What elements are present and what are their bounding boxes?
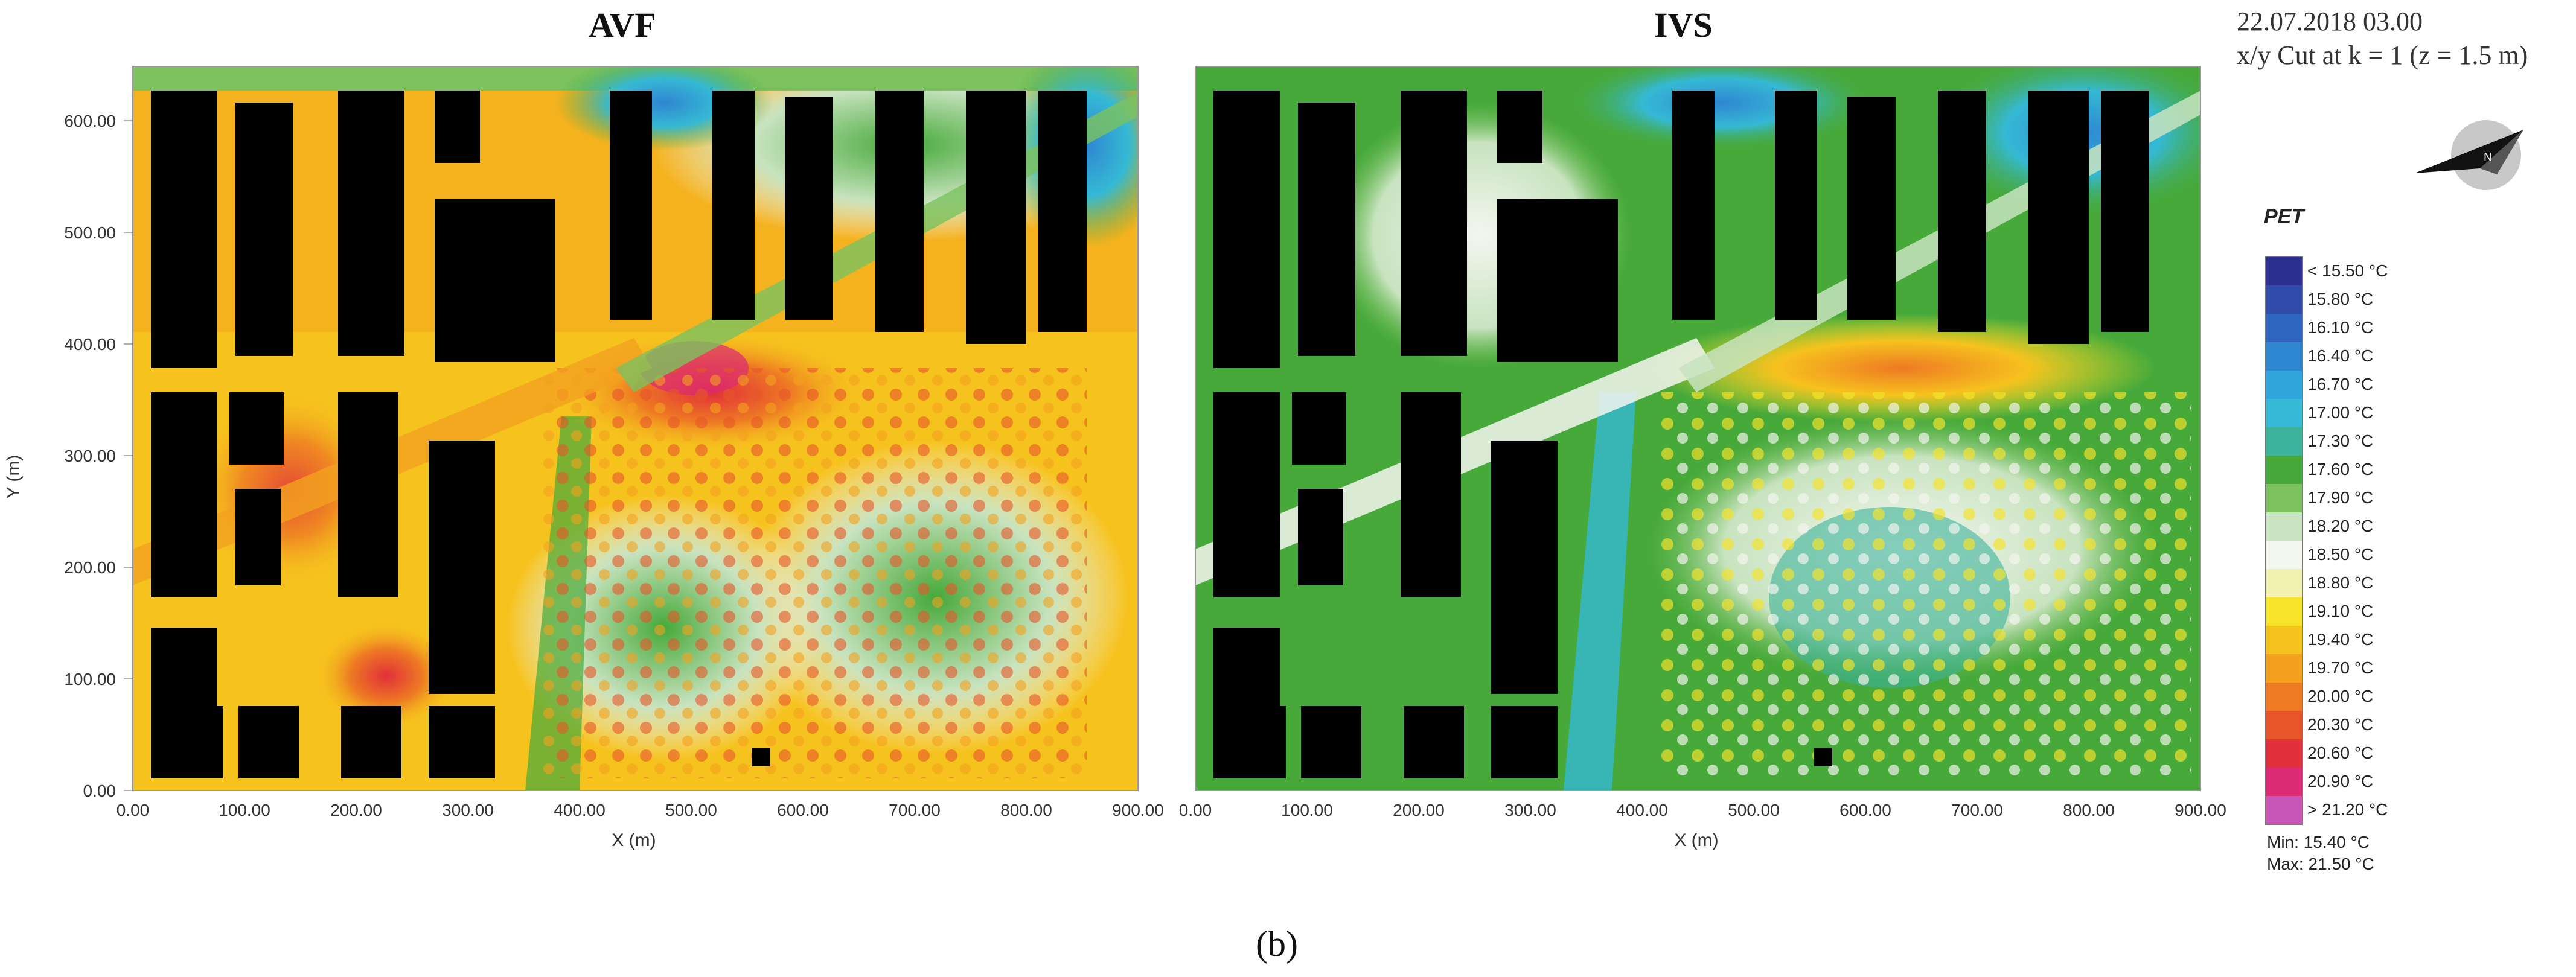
avf-y-tick: 400.00 — [64, 335, 116, 354]
avf-y-tick: 300.00 — [64, 447, 116, 465]
legend-entry-label: 18.20 °C — [2307, 516, 2374, 535]
figure-caption: (b) — [1256, 924, 1298, 964]
cut-label: x/y Cut at k = 1 (z = 1.5 m) — [2237, 40, 2528, 70]
legend-entry-label: > 21.20 °C — [2307, 800, 2388, 819]
legend-entry-label: 20.30 °C — [2307, 714, 2374, 734]
avf-x-tick: 700.00 — [889, 801, 941, 819]
datetime-label: 22.07.2018 03.00 — [2237, 7, 2423, 36]
avf-x-tick: 400.00 — [554, 801, 606, 819]
ivs-x-tick: 600.00 — [1839, 801, 1891, 819]
avf-x-axis: 0.00 100.00 200.00 300.00 400.00 500.00 … — [117, 801, 1164, 850]
legend-min: Min: 15.40 °C — [2267, 833, 2370, 851]
legend-swatch — [2266, 371, 2302, 399]
ivs-x-tick: 400.00 — [1616, 801, 1668, 819]
legend-entry-label: 15.80 °C — [2307, 289, 2374, 308]
avf-x-tick: 0.00 — [117, 801, 150, 819]
legend-swatch — [2266, 626, 2302, 654]
legend-entry-label: 18.50 °C — [2307, 544, 2374, 564]
legend-entry-label: 20.60 °C — [2307, 743, 2374, 762]
legend-entry-label: 20.00 °C — [2307, 686, 2374, 705]
legend-swatch — [2266, 541, 2302, 569]
ivs-x-tick: 200.00 — [1393, 801, 1445, 819]
legend-title: PET — [2264, 205, 2304, 228]
avf-x-tick: 100.00 — [219, 801, 270, 819]
legend-swatch — [2266, 768, 2302, 796]
north-arrow-icon: N — [2415, 120, 2523, 190]
avf-y-label: Y (m) — [4, 455, 24, 499]
legend-max: Max: 21.50 °C — [2267, 854, 2374, 873]
ivs-x-axis: 0.00 100.00 200.00 300.00 400.00 500.00 … — [1179, 801, 2226, 850]
legend-swatch — [2266, 342, 2302, 371]
legend-entry-label: 19.70 °C — [2307, 658, 2374, 677]
legend-swatch — [2266, 569, 2302, 597]
avf-x-tick: 900.00 — [1112, 801, 1164, 819]
ivs-x-tick: 800.00 — [2063, 801, 2115, 819]
avf-x-tick: 800.00 — [1000, 801, 1052, 819]
ivs-plot: 0.00 100.00 200.00 300.00 400.00 500.00 … — [1179, 66, 2226, 850]
ivs-x-label: X (m) — [1674, 830, 1718, 850]
legend-swatch — [2266, 683, 2302, 711]
ivs-x-tick: 0.00 — [1179, 801, 1212, 819]
legend-swatch — [2266, 484, 2302, 512]
chart-title-ivs: IVS — [1654, 5, 1713, 45]
ivs-x-tick: 300.00 — [1504, 801, 1556, 819]
legend-swatch — [2266, 257, 2302, 285]
legend-entry-label: < 15.50 °C — [2307, 261, 2388, 280]
ivs-x-tick: 700.00 — [1951, 801, 2003, 819]
ivs-x-tick: 100.00 — [1281, 801, 1333, 819]
legend-swatch — [2266, 399, 2302, 427]
avf-x-tick: 600.00 — [777, 801, 829, 819]
avf-x-label: X (m) — [612, 830, 656, 850]
ivs-x-tick: 900.00 — [2175, 801, 2226, 819]
legend-swatch — [2266, 427, 2302, 456]
legend-entry-label: 19.40 °C — [2307, 629, 2374, 649]
legend-swatch — [2266, 739, 2302, 768]
legend-swatch — [2266, 456, 2302, 484]
legend-entry-label: 19.10 °C — [2307, 601, 2374, 620]
legend-swatch — [2266, 711, 2302, 739]
avf-x-tick: 300.00 — [442, 801, 494, 819]
legend-entry-label: 20.90 °C — [2307, 771, 2374, 791]
avf-y-tick: 100.00 — [64, 670, 116, 689]
legend-swatch — [2266, 597, 2302, 626]
avf-y-tick: 200.00 — [64, 558, 116, 577]
legend-swatch — [2266, 512, 2302, 541]
avf-y-tick: 0.00 — [83, 781, 117, 800]
legend-entry-label: 18.80 °C — [2307, 573, 2374, 592]
north-label: N — [2484, 151, 2492, 164]
legend-entry-label: 16.40 °C — [2307, 346, 2374, 365]
legend-entry-label: 16.70 °C — [2307, 374, 2374, 393]
legend-entry-label: 17.30 °C — [2307, 431, 2374, 450]
legend-entry-label: 17.00 °C — [2307, 403, 2374, 422]
legend-colorbar — [2265, 256, 2303, 825]
avf-x-tick: 200.00 — [330, 801, 382, 819]
legend-swatch — [2266, 285, 2302, 314]
ivs-x-tick: 500.00 — [1728, 801, 1780, 819]
legend-swatch — [2266, 654, 2302, 683]
avf-y-axis: 0.00 100.00 200.00 300.00 400.00 500.00 … — [4, 112, 133, 800]
avf-y-tick: 500.00 — [64, 223, 116, 242]
avf-y-tick: 600.00 — [64, 112, 116, 130]
legend-swatch — [2266, 314, 2302, 342]
legend-entry-label: 17.60 °C — [2307, 459, 2374, 479]
legend-entry-label: 17.90 °C — [2307, 488, 2374, 507]
avf-x-tick: 500.00 — [665, 801, 717, 819]
legend-swatch — [2266, 796, 2302, 824]
legend-entry-label: 16.10 °C — [2307, 317, 2374, 337]
chart-title-avf: AVF — [589, 5, 656, 45]
avf-plot: 0.00 100.00 200.00 300.00 400.00 500.00 … — [4, 66, 1164, 850]
